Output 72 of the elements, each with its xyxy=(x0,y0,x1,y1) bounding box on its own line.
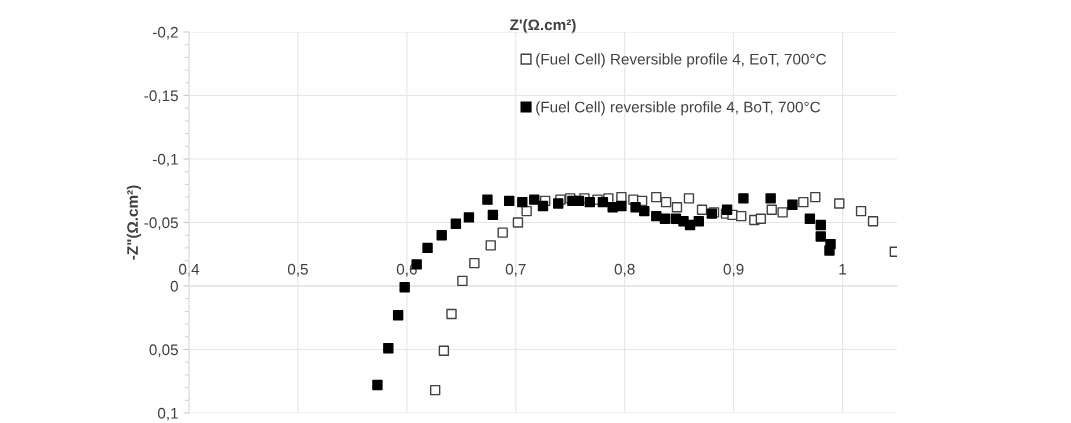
point xyxy=(392,310,404,321)
point xyxy=(616,200,627,212)
point xyxy=(798,196,809,208)
point xyxy=(766,204,777,215)
point xyxy=(755,213,767,224)
point xyxy=(436,230,447,241)
point xyxy=(834,198,845,209)
y-tick-label: 0,05 xyxy=(149,344,178,357)
point xyxy=(765,193,776,204)
x-tick-label: 0,9 xyxy=(723,263,744,277)
point xyxy=(429,384,441,396)
point xyxy=(485,240,496,251)
point xyxy=(529,194,540,205)
point xyxy=(584,196,596,208)
point xyxy=(804,213,816,224)
point xyxy=(482,194,493,205)
point xyxy=(777,207,788,218)
point xyxy=(671,202,683,213)
y-axis-title: -Z"(Ω.cm²) xyxy=(126,185,141,260)
point xyxy=(683,193,695,204)
point xyxy=(597,196,609,208)
point xyxy=(787,199,798,210)
point xyxy=(438,345,450,356)
point xyxy=(630,202,641,213)
point xyxy=(815,219,826,231)
point xyxy=(659,213,671,224)
y-tick-label: 0,1 xyxy=(157,407,178,421)
y-tick-label: -0,15 xyxy=(144,90,178,103)
point xyxy=(736,210,747,222)
point xyxy=(855,205,867,217)
point xyxy=(824,245,835,256)
legend-label: (Fuel Cell) reversible profile 4, BoT, 700°C xyxy=(536,101,821,116)
point xyxy=(457,275,468,287)
point xyxy=(512,217,524,228)
y-tick-label: 0 xyxy=(170,280,178,292)
point xyxy=(553,198,564,209)
point xyxy=(537,200,549,212)
legend-label: (Fuel Cell) Reversible profile 4, EoT, 700°C xyxy=(536,53,827,68)
x-tick-label: 0,5 xyxy=(287,263,308,277)
point xyxy=(573,195,585,207)
point xyxy=(446,308,457,320)
point xyxy=(696,204,708,215)
point xyxy=(815,231,826,242)
x-tick-label: 0,8 xyxy=(614,263,635,277)
point xyxy=(450,218,462,229)
point xyxy=(497,227,508,238)
point xyxy=(693,216,704,227)
point xyxy=(463,212,475,223)
point xyxy=(639,205,650,217)
y-tick-label: -0,05 xyxy=(144,217,178,230)
point xyxy=(383,343,394,354)
x-tick-label: 0,7 xyxy=(505,263,526,277)
point xyxy=(660,196,672,208)
point xyxy=(651,191,662,203)
y-tick-label: -0,2 xyxy=(152,26,178,40)
point xyxy=(399,282,410,293)
point xyxy=(738,193,749,204)
x-tick-label: 0,4 xyxy=(178,263,200,277)
point xyxy=(487,209,499,221)
point xyxy=(422,242,433,254)
point xyxy=(504,195,515,207)
x-axis-title: Z'(Ω.cm²) xyxy=(510,19,576,34)
point xyxy=(372,379,383,391)
point xyxy=(469,257,480,269)
point xyxy=(616,191,627,203)
point xyxy=(721,204,733,215)
point xyxy=(810,191,821,203)
x-tick-label: 1 xyxy=(839,263,847,275)
point xyxy=(517,196,528,208)
point xyxy=(867,216,879,227)
y-tick-label: -0,1 xyxy=(152,153,178,167)
point xyxy=(521,205,532,217)
